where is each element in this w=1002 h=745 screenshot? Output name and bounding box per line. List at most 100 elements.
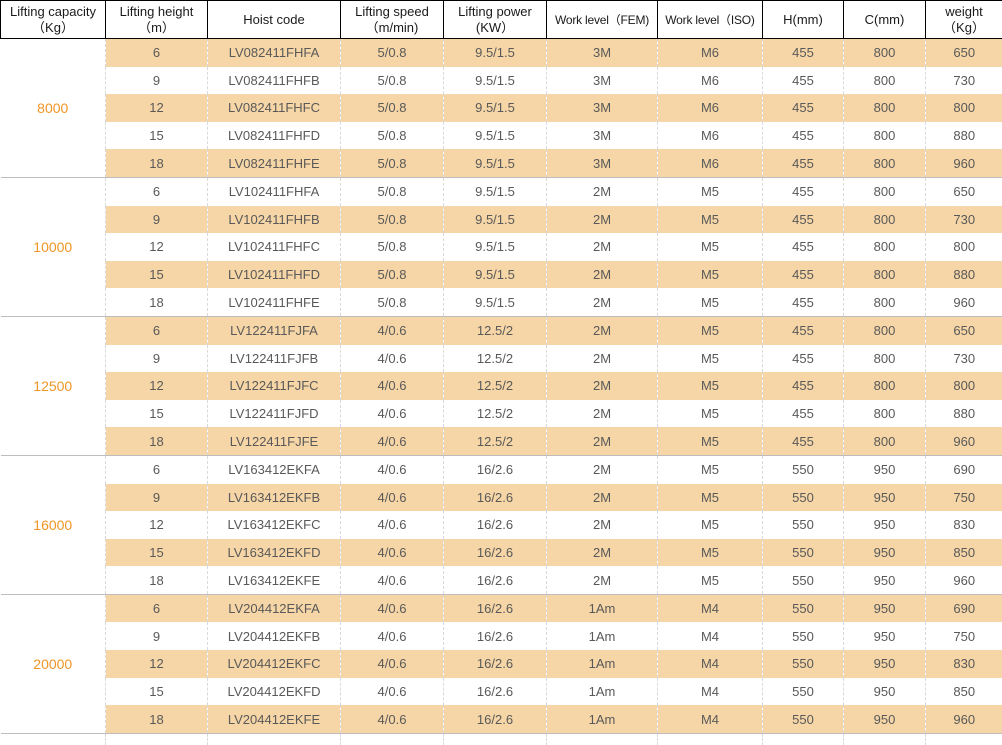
code-cell: LV163412EKFC <box>208 511 341 539</box>
iso-cell: M4 <box>658 650 763 678</box>
h-cell: 455 <box>763 345 844 373</box>
weight-cell: 960 <box>926 427 1002 455</box>
partial-cell <box>926 733 1002 745</box>
iso-cell: M5 <box>658 345 763 373</box>
speed-cell: 4/0.6 <box>341 484 444 512</box>
power-cell: 9.5/1.5 <box>444 206 547 234</box>
fem-cell: 3M <box>547 67 658 95</box>
code-cell: LV102411FHFD <box>208 261 341 289</box>
weight-cell: 960 <box>926 288 1002 316</box>
height-cell: 15 <box>106 122 208 150</box>
iso-cell: M5 <box>658 288 763 316</box>
fem-cell: 2M <box>547 345 658 373</box>
fem-cell: 3M <box>547 149 658 177</box>
height-cell: 18 <box>106 149 208 177</box>
h-cell: 550 <box>763 650 844 678</box>
speed-cell: 5/0.8 <box>341 206 444 234</box>
c-cell: 800 <box>844 122 926 150</box>
height-cell: 18 <box>106 705 208 733</box>
speed-cell: 4/0.6 <box>341 705 444 733</box>
fem-cell: 1Am <box>547 678 658 706</box>
partial-cell <box>763 733 844 745</box>
c-cell: 800 <box>844 233 926 261</box>
col-header-lifting-speed: Lifting speed （m/min) <box>341 1 444 39</box>
weight-cell: 880 <box>926 122 1002 150</box>
c-cell: 800 <box>844 94 926 122</box>
h-cell: 455 <box>763 261 844 289</box>
height-cell: 9 <box>106 345 208 373</box>
weight-cell: 750 <box>926 484 1002 512</box>
speed-cell: 5/0.8 <box>341 39 444 67</box>
c-cell: 950 <box>844 539 926 567</box>
weight-cell: 850 <box>926 678 1002 706</box>
fem-cell: 1Am <box>547 650 658 678</box>
fem-cell: 1Am <box>547 705 658 733</box>
speed-cell: 4/0.6 <box>341 566 444 594</box>
speed-cell: 4/0.6 <box>341 455 444 483</box>
fem-cell: 2M <box>547 316 658 344</box>
iso-cell: M5 <box>658 177 763 205</box>
iso-cell: M5 <box>658 511 763 539</box>
code-cell: LV102411FHFC <box>208 233 341 261</box>
h-cell: 455 <box>763 372 844 400</box>
code-cell: LV122411FJFA <box>208 316 341 344</box>
power-cell: 9.5/1.5 <box>444 261 547 289</box>
fem-cell: 2M <box>547 484 658 512</box>
height-cell: 6 <box>106 177 208 205</box>
weight-cell: 650 <box>926 316 1002 344</box>
code-cell: LV122411FJFD <box>208 400 341 428</box>
code-cell: LV082411FHFE <box>208 149 341 177</box>
speed-cell: 4/0.6 <box>341 594 444 622</box>
weight-cell: 800 <box>926 233 1002 261</box>
c-cell: 800 <box>844 372 926 400</box>
iso-cell: M4 <box>658 622 763 650</box>
power-cell: 12.5/2 <box>444 316 547 344</box>
h-cell: 455 <box>763 94 844 122</box>
h-cell: 550 <box>763 678 844 706</box>
capacity-cell: 12500 <box>1 316 106 455</box>
capacity-cell: 16000 <box>1 455 106 594</box>
fem-cell: 2M <box>547 455 658 483</box>
height-cell: 6 <box>106 316 208 344</box>
speed-cell: 5/0.8 <box>341 122 444 150</box>
code-cell: LV122411FJFB <box>208 345 341 373</box>
speed-cell: 4/0.6 <box>341 678 444 706</box>
weight-cell: 830 <box>926 650 1002 678</box>
c-cell: 800 <box>844 261 926 289</box>
height-cell: 15 <box>106 539 208 567</box>
col-header-lifting-capacity: Lifting capacity （Kg） <box>1 1 106 39</box>
c-cell: 800 <box>844 149 926 177</box>
iso-cell: M6 <box>658 67 763 95</box>
weight-cell: 960 <box>926 566 1002 594</box>
speed-cell: 4/0.6 <box>341 427 444 455</box>
c-cell: 800 <box>844 427 926 455</box>
h-cell: 550 <box>763 484 844 512</box>
height-cell: 18 <box>106 427 208 455</box>
power-cell: 16/2.6 <box>444 484 547 512</box>
fem-cell: 2M <box>547 288 658 316</box>
weight-cell: 730 <box>926 345 1002 373</box>
power-cell: 12.5/2 <box>444 427 547 455</box>
partial-cell <box>341 733 444 745</box>
c-cell: 950 <box>844 566 926 594</box>
height-cell: 9 <box>106 67 208 95</box>
partial-cell <box>547 733 658 745</box>
partial-cell <box>208 733 341 745</box>
weight-cell: 960 <box>926 149 1002 177</box>
speed-cell: 5/0.8 <box>341 261 444 289</box>
h-cell: 455 <box>763 122 844 150</box>
height-cell: 12 <box>106 372 208 400</box>
c-cell: 800 <box>844 206 926 234</box>
code-cell: LV122411FJFC <box>208 372 341 400</box>
